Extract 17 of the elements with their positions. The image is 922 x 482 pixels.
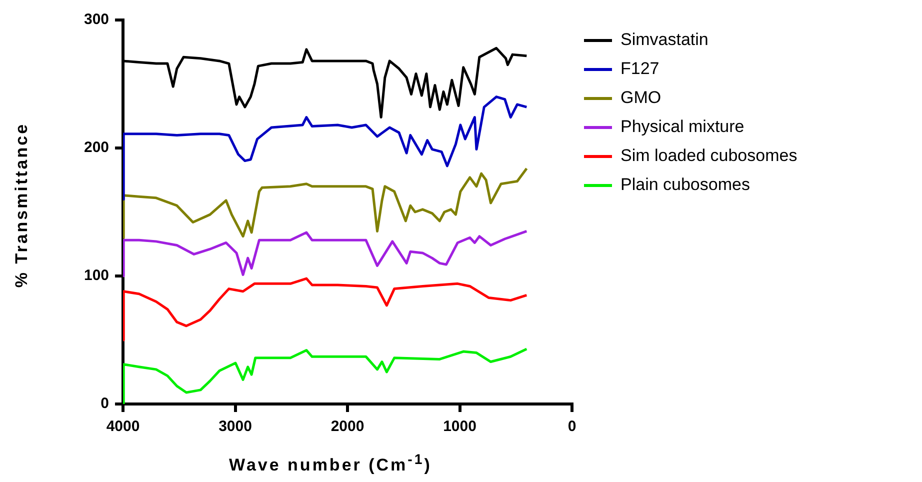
y-tick-label: 100 (84, 267, 110, 284)
x-axis-title: Wave number (Cm$^{-1}$) (228, 452, 433, 476)
legend-label: Simvastatin (620, 30, 708, 50)
y-axis-title: % Transmittance (12, 121, 32, 290)
legend-label: GMO (620, 88, 662, 108)
x-tick-label: 1000 (443, 418, 476, 436)
x-tick-label: 4000 (106, 418, 140, 436)
legend-label: Sim loaded cubosomes (620, 146, 798, 166)
y-tick-label: 200 (84, 139, 110, 156)
legend-label: F127 (620, 59, 660, 78)
y-tick-label: 0 (100, 395, 110, 412)
x-tick-label: 3000 (218, 418, 252, 436)
x-tick-label: 0 (568, 418, 576, 436)
x-tick-label: 2000 (330, 418, 364, 436)
y-tick-label: 300 (84, 11, 110, 28)
legend-label: Plain cubosomes (620, 175, 750, 194)
legend-label: Physical mixture (620, 117, 744, 136)
